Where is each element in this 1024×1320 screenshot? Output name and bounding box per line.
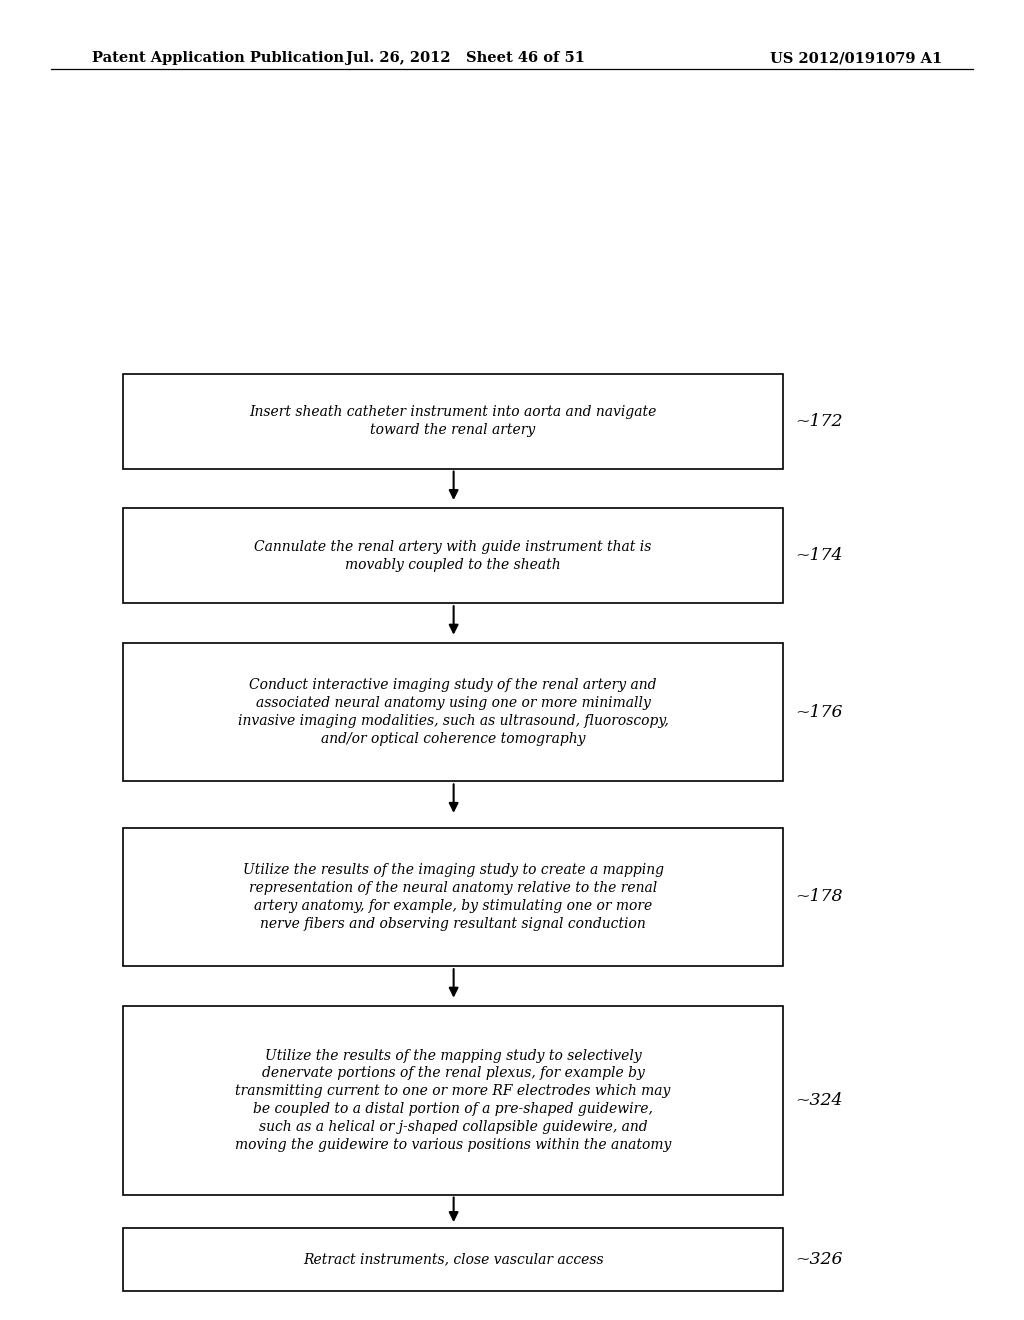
Text: Jul. 26, 2012   Sheet 46 of 51: Jul. 26, 2012 Sheet 46 of 51 <box>346 51 586 65</box>
Text: ~174: ~174 <box>796 548 843 564</box>
Text: Conduct interactive imaging study of the renal artery and
associated neural anat: Conduct interactive imaging study of the… <box>238 678 669 746</box>
Bar <box>123 374 783 469</box>
Text: Utilize the results of the imaging study to create a mapping
representation of t: Utilize the results of the imaging study… <box>243 863 664 931</box>
Bar <box>123 643 783 781</box>
Bar <box>123 1228 783 1291</box>
Text: Insert sheath catheter instrument into aorta and navigate
toward the renal arter: Insert sheath catheter instrument into a… <box>250 405 656 437</box>
Bar <box>123 828 783 966</box>
Text: Retract instruments, close vascular access: Retract instruments, close vascular acce… <box>303 1253 603 1266</box>
Text: ~176: ~176 <box>796 704 843 721</box>
Text: ~178: ~178 <box>796 888 843 906</box>
Text: US 2012/0191079 A1: US 2012/0191079 A1 <box>770 51 942 65</box>
Text: ~172: ~172 <box>796 413 843 429</box>
Text: Patent Application Publication: Patent Application Publication <box>92 51 344 65</box>
Bar <box>123 1006 783 1195</box>
Text: ~326: ~326 <box>796 1251 843 1267</box>
Text: Cannulate the renal artery with guide instrument that is
movably coupled to the : Cannulate the renal artery with guide in… <box>254 540 652 572</box>
Text: Utilize the results of the mapping study to selectively
denervate portions of th: Utilize the results of the mapping study… <box>234 1048 672 1152</box>
Bar <box>123 508 783 603</box>
Text: ~324: ~324 <box>796 1092 843 1109</box>
